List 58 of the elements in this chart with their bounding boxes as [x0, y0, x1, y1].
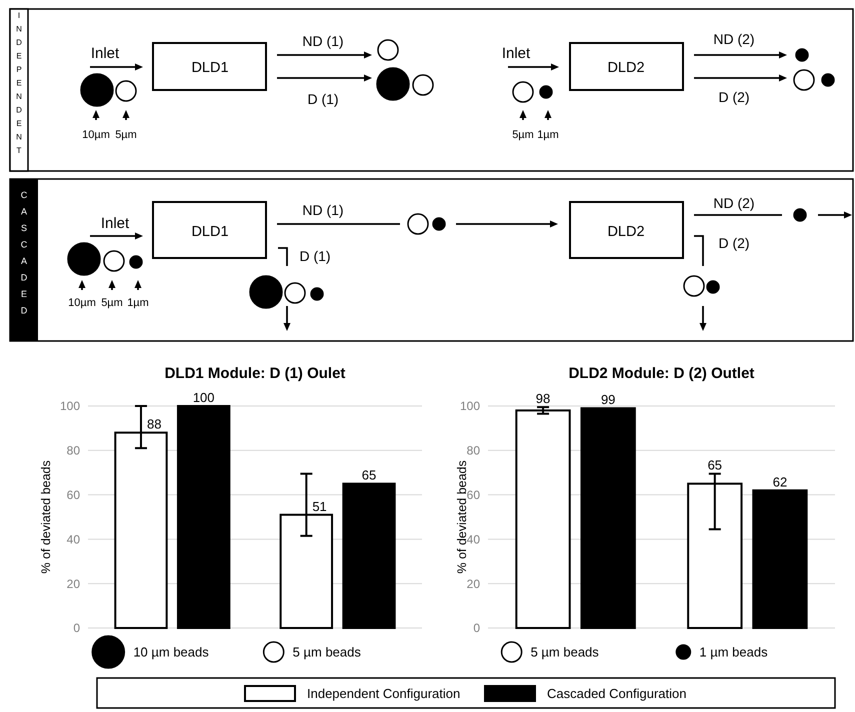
y-tick-label: 40	[466, 532, 480, 546]
bar	[752, 489, 808, 629]
data-label: 98	[536, 391, 550, 406]
data-label: 51	[312, 498, 327, 514]
text: D (1)	[299, 248, 331, 264]
y-tick-label: 60	[66, 488, 80, 502]
text: ND (2)	[713, 31, 755, 47]
y-tick-label: 80	[66, 444, 80, 458]
y-tick-label: 80	[466, 444, 480, 458]
text: 1µm	[537, 129, 559, 141]
text: 1µm	[127, 297, 149, 309]
y-tick-label: 20	[66, 576, 80, 591]
x-tick-label: 10 µm beads	[133, 644, 210, 660]
x-tick-label: 5 µm beads	[292, 644, 362, 660]
text: 5µm	[115, 129, 137, 141]
text: CASCADED	[20, 190, 28, 316]
data-label: 65	[708, 458, 722, 473]
legend-label: Cascaded Configuration	[547, 686, 686, 702]
text: DLD2	[607, 60, 645, 76]
x-tick-label: 1 µm beads	[699, 644, 768, 660]
y-tick-label: 60	[466, 488, 480, 502]
text: ND (1)	[302, 33, 344, 49]
text: D (1)	[307, 91, 339, 107]
y-axis-title: % of deviated beads	[39, 460, 53, 574]
x-tick-label: 5 µm beads	[530, 644, 600, 660]
text: Inlet	[100, 215, 130, 232]
text: DLD2	[607, 224, 645, 240]
text: 10µm	[68, 297, 96, 309]
text: INDEPENDENT	[16, 11, 22, 155]
bar	[580, 407, 636, 629]
text: 5µm	[512, 129, 534, 141]
chart-title: DLD1 Module: D (1) Oulet	[164, 365, 346, 382]
y-tick-label: 20	[466, 576, 480, 591]
y-tick-label: 100	[460, 399, 480, 414]
data-label: 100	[192, 390, 215, 405]
text: DLD1	[191, 224, 229, 240]
bar	[176, 405, 230, 629]
text: Inlet	[502, 45, 532, 62]
legend-label: Independent Configuration	[307, 686, 460, 702]
data-label: 62	[772, 474, 788, 490]
y-tick-label: 40	[66, 532, 80, 546]
text: 5µm	[101, 297, 123, 309]
y-tick-label: 100	[60, 399, 80, 414]
text: ND (1)	[302, 202, 344, 218]
text: DLD1	[191, 60, 229, 76]
data-label: 88	[146, 416, 162, 432]
text: 10µm	[82, 129, 110, 141]
text: Inlet	[90, 45, 120, 62]
y-tick-label: 0	[73, 621, 80, 636]
y-tick-label: 0	[473, 621, 480, 636]
text: D (2)	[718, 89, 750, 105]
bar	[515, 409, 571, 629]
bar	[342, 482, 396, 629]
data-label: 99	[600, 392, 616, 408]
chart-title: DLD2 Module: D (2) Outlet	[568, 365, 754, 382]
text: ND (2)	[713, 195, 755, 211]
text: D (2)	[718, 235, 750, 251]
data-label: 65	[362, 468, 376, 483]
